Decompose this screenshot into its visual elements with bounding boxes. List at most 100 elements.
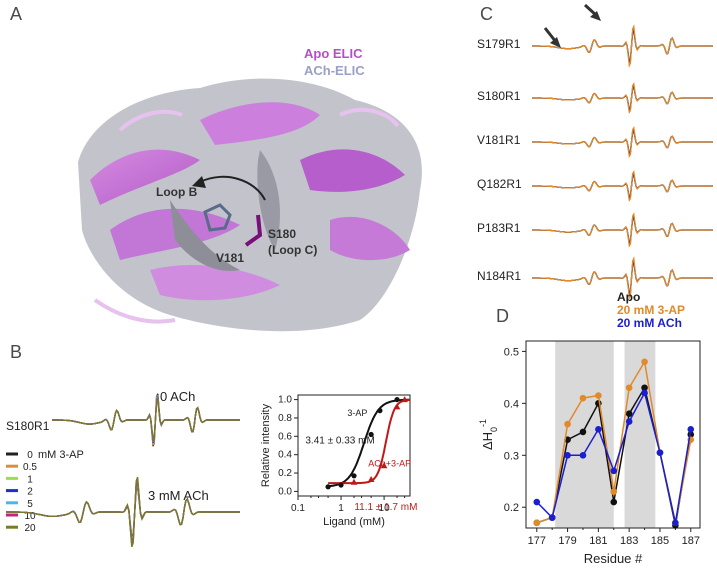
y-tick-label: 0.5 [504, 346, 519, 358]
legend-title-3ap: mM 3-AP [38, 449, 84, 461]
y-axis-label: ΔH0-1 [478, 419, 499, 450]
legend-ach-elic: ACh-ELIC [304, 63, 365, 78]
y-tick-label: 0.0 [278, 486, 292, 497]
x-tick-label: 181 [589, 535, 607, 547]
data-point-ach-3ap [367, 475, 375, 482]
label-3mm-ach: 3 mM ACh [148, 488, 209, 503]
c-spectrum [532, 212, 713, 248]
annot-v181: V181 [216, 251, 244, 265]
mutant-label: V181R1 [477, 133, 521, 147]
x-tick-label: 183 [620, 535, 638, 547]
label-0-ach: 0 ACh [160, 389, 195, 404]
c-spectrum [532, 81, 713, 115]
series-point [610, 467, 618, 475]
b-legend-item: 1 [27, 474, 33, 485]
b-legend-item: 0.5 [23, 462, 37, 473]
y-tick-label: 1.0 [278, 395, 292, 406]
series-point [672, 519, 679, 527]
b-legend-item: 10 [24, 511, 36, 522]
c-spectrum [532, 169, 713, 203]
x-tick-label: 10 [379, 503, 391, 514]
b-spectrum-top [52, 397, 240, 443]
series-label-3ap: 3-AP [347, 408, 367, 418]
data-point-ach-3ap [350, 478, 358, 485]
b-inset-chart: 0.1 1 10 0.0 0.2 0.4 0.6 0.8 1.0 Ligand (mM) Relat… [260, 394, 417, 528]
b-legend-item: 2 [27, 487, 33, 498]
shaded-region [624, 341, 656, 528]
data-point-3ap [351, 473, 357, 479]
ec50-annotation-3ap: 3.41 ± 0.33 mM [305, 436, 374, 447]
series-point [625, 418, 633, 425]
series-point [687, 426, 695, 433]
panel-label-b: B [10, 342, 22, 362]
d-chart: 0.2 0.3 0.4 0.5 177 179 181 183 185 187 Residue # Δ… [478, 340, 701, 566]
panel-label-c: C [480, 4, 493, 24]
annot-loop-b: Loop B [156, 185, 198, 199]
series-point [595, 426, 602, 433]
series-point [548, 514, 556, 521]
data-point-3ap [368, 431, 374, 438]
y-tick-label: 0.2 [278, 468, 292, 479]
annot-s180: S180 [268, 227, 296, 241]
b-spectra [6, 393, 240, 548]
series-point [625, 384, 633, 392]
series-point [656, 449, 664, 456]
spectrum-label-s180r1: S180R1 [6, 419, 50, 433]
x-tick-label: 1 [338, 503, 344, 514]
b-spectrum-bottom [6, 476, 240, 548]
c-legend-item: 20 mM ACh [617, 316, 682, 330]
x-tick-label: 177 [528, 535, 546, 547]
d-frame [525, 340, 701, 529]
x-tick-label: 179 [558, 535, 576, 547]
x-tick-label: 187 [682, 535, 700, 547]
y-tick-label: 0.6 [278, 431, 292, 442]
series-point [579, 394, 587, 402]
c-spectrum [532, 125, 713, 159]
data-point-ach-3ap [393, 403, 401, 410]
ec50-annotation-ach: 11.1 ± 1.7 mM [354, 502, 417, 513]
mutant-label: P183R1 [477, 221, 521, 235]
series-point [579, 428, 587, 436]
b-legend-item: 5 [27, 499, 33, 510]
mutant-label: S179R1 [477, 37, 521, 51]
series-point [579, 451, 587, 459]
panel-label-d: D [496, 306, 509, 326]
c-spectrum [532, 256, 713, 300]
series-point [610, 488, 618, 495]
c-spectrum [532, 24, 713, 68]
x-axis-label: Ligand (mM) [323, 516, 385, 528]
series-label-ach-3ap: ACh+3-AP [368, 459, 411, 469]
data-point-3ap [338, 482, 344, 488]
mutant-label: N184R1 [477, 269, 521, 283]
b-legend-item: 0 [27, 450, 33, 461]
c-arrows [543, 3, 601, 48]
mutant-label: S180R1 [477, 89, 521, 103]
series-point [564, 420, 571, 428]
series-point [610, 498, 618, 506]
y-tick-label: 0.8 [278, 413, 292, 424]
b-legend-item: 20 [24, 523, 36, 534]
series-point [564, 451, 571, 459]
series-point [595, 392, 602, 399]
series-point [641, 358, 648, 366]
series-point [641, 389, 648, 397]
series-point [533, 519, 541, 527]
y-tick-label: 0.4 [278, 450, 292, 461]
data-point-3ap [325, 484, 331, 490]
annot-loop-c: (Loop C) [268, 243, 317, 257]
series-point [641, 384, 648, 392]
y-tick-label: 0.4 [504, 398, 519, 410]
c-spectra: S179R1 S180R1 V181R1 Q182R1 P183R1 N184R1 [477, 24, 713, 300]
series-point [625, 410, 633, 418]
y-tick-label: 0.2 [504, 502, 519, 514]
c-legend-item: Apo [617, 290, 640, 304]
y-axis-label: Relative intensity [260, 403, 272, 487]
mutant-label: Q182R1 [477, 177, 522, 191]
x-tick-label: 0.1 [291, 503, 305, 514]
data-point-3ap [377, 408, 383, 414]
protein-structure [78, 78, 422, 332]
data-point-ach-3ap [401, 396, 408, 403]
